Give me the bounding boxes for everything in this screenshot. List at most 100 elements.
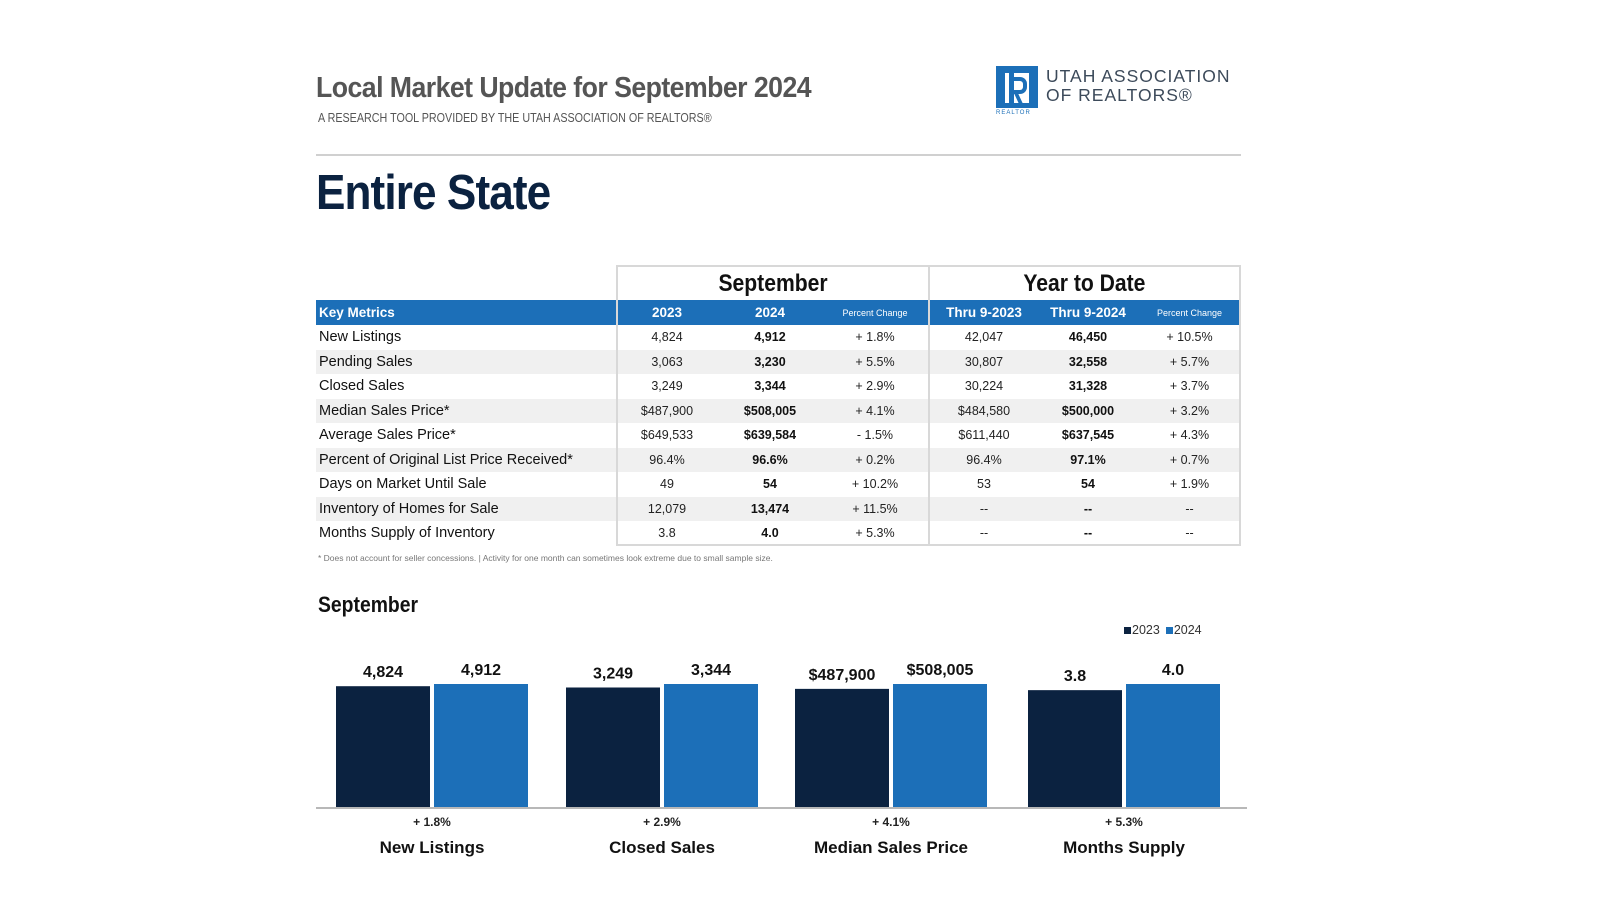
- metric-value: + 1.8%: [855, 330, 895, 345]
- column-header: 2024: [754, 305, 786, 320]
- metric-value: 96.4%: [649, 452, 685, 467]
- report-subtitle: A RESEARCH TOOL PROVIDED BY THE UTAH ASS…: [318, 111, 712, 125]
- metric-value: $639,584: [743, 428, 797, 443]
- realtors-logo: REALTOR UTAH ASSOCIATION OF REALTORS®: [996, 64, 1246, 120]
- metric-value: $500,000: [1061, 403, 1115, 418]
- metric-value: $637,545: [1061, 428, 1115, 443]
- group-header-label: Year to Date: [1023, 269, 1146, 297]
- logo-text: UTAH ASSOCIATION OF REALTORS®: [1046, 67, 1231, 105]
- metric-value: + 0.2%: [855, 452, 895, 467]
- legend-item-2023: 2023: [1124, 623, 1160, 637]
- table-header-row: Key Metrics 2023 2024 Percent Change Thr…: [316, 300, 1241, 325]
- metric-value: + 0.7%: [1169, 452, 1210, 467]
- metric-value: 3.8: [658, 526, 676, 541]
- metric-value: + 5.3%: [855, 526, 895, 541]
- logo-line-2: OF REALTORS®: [1046, 85, 1193, 105]
- metric-value: --: [979, 501, 989, 516]
- legend-swatch: [1124, 626, 1131, 634]
- metric-value: + 10.2%: [851, 477, 899, 492]
- bar-value-label: 4,824: [363, 664, 403, 681]
- metric-value: $508,005: [743, 403, 797, 418]
- table-divider: [928, 265, 930, 546]
- bar-2023-2: [795, 688, 889, 807]
- column-header: Thru 9-2023: [946, 305, 1022, 320]
- percent-change-label: + 4.1%: [872, 815, 910, 829]
- legend-item-2024: 2024: [1165, 623, 1202, 637]
- category-label: Closed Sales: [609, 838, 715, 857]
- bar-2024-3: [1126, 684, 1220, 807]
- category-label: Months Supply: [1063, 838, 1185, 857]
- table-row: Closed Sales 3,249 3,344 + 2.9% 30,224 31,328…: [316, 374, 1241, 399]
- x-axis-line: [316, 807, 1247, 809]
- metric-value: 96.4%: [966, 452, 1002, 467]
- bar-2023-1: [566, 687, 660, 807]
- metric-value: + 1.9%: [1169, 477, 1210, 492]
- metric-value: + 2.9%: [855, 379, 895, 394]
- group-header-september: September: [616, 265, 930, 300]
- report-title: Local Market Update for September 2024: [316, 72, 812, 104]
- column-header: Percent Change: [842, 307, 908, 318]
- metric-value: - 1.5%: [856, 428, 894, 443]
- metric-value: $649,533: [640, 428, 694, 443]
- column-header: 2023: [651, 305, 683, 320]
- bar-value-label: 3.8: [1064, 668, 1086, 685]
- bar-value-label: $487,900: [809, 667, 876, 684]
- legend-swatch: [1165, 626, 1173, 634]
- metric-value: --: [1185, 526, 1194, 541]
- metric-value: + 3.7%: [1169, 379, 1210, 394]
- metric-value: + 4.3%: [1169, 428, 1210, 443]
- metric-value: 4.0: [761, 526, 779, 541]
- metric-value: 3,249: [651, 379, 683, 394]
- metric-value: 3,230: [754, 354, 786, 369]
- chart-title: September: [318, 592, 419, 617]
- table-divider: [616, 265, 618, 546]
- metric-label: Median Sales Price*: [319, 402, 450, 419]
- metric-label: Percent of Original List Price Received*: [319, 451, 573, 468]
- table-row: Median Sales Price* $487,900 $508,005 + 4.1…: [316, 398, 1241, 423]
- table-row: New Listings 4,824 4,912 + 1.8% 42,047 46,450…: [316, 325, 1241, 350]
- metric-value: 46,450: [1068, 330, 1108, 345]
- metric-value: 30,807: [964, 354, 1004, 369]
- bar-2023-3: [1028, 690, 1122, 807]
- category-label: New Listings: [380, 838, 485, 857]
- metric-label: Average Sales Price*: [319, 427, 456, 444]
- metric-value: 53: [977, 477, 991, 492]
- metric-value: 54: [1081, 477, 1095, 492]
- metric-label: Pending Sales: [319, 353, 413, 370]
- metric-value: + 4.1%: [855, 403, 895, 418]
- metric-value: 12,079: [647, 501, 687, 516]
- metric-value: --: [979, 526, 989, 541]
- metric-value: $611,440: [958, 428, 1010, 443]
- metric-label: Days on Market Until Sale: [319, 476, 487, 493]
- table-row: Pending Sales 3,063 3,230 + 5.5% 30,807 32,55…: [316, 349, 1241, 374]
- metric-label: Closed Sales: [319, 378, 405, 395]
- metric-value: 13,474: [750, 501, 790, 516]
- metric-value: 4,824: [651, 330, 683, 345]
- bar-value-label: 4,912: [461, 662, 501, 679]
- metric-value: 42,047: [964, 330, 1004, 345]
- metric-value: + 5.5%: [855, 354, 895, 369]
- metric-value: 49: [660, 477, 674, 492]
- group-header-label: September: [718, 269, 828, 297]
- percent-change-label: + 5.3%: [1105, 815, 1143, 829]
- metric-label: Inventory of Homes for Sale: [319, 500, 499, 517]
- metric-label: New Listings: [319, 329, 402, 346]
- table-row: Months Supply of Inventory 3.8 4.0 + 5.3% --…: [316, 521, 1241, 546]
- bar-2024-2: [893, 684, 987, 807]
- metric-value: 96.6%: [752, 452, 788, 467]
- metric-value: 3,344: [754, 379, 786, 394]
- column-header: Thru 9-2024: [1050, 305, 1126, 320]
- metric-value: $484,580: [957, 403, 1011, 418]
- table-row: Inventory of Homes for Sale 12,079 13,474 +…: [316, 496, 1241, 521]
- bar-value-label: 3,344: [691, 662, 731, 679]
- table-divider: [1239, 265, 1241, 546]
- group-header-ytd: Year to Date: [928, 265, 1241, 300]
- bar-2024-1: [664, 684, 758, 807]
- metric-value: 3,063: [651, 354, 683, 369]
- metric-value: 32,558: [1068, 354, 1108, 369]
- metric-value: 97.1%: [1070, 452, 1106, 467]
- category-label: Median Sales Price: [814, 838, 968, 857]
- metric-value: 54: [763, 477, 777, 492]
- metric-value: 30,224: [964, 379, 1004, 394]
